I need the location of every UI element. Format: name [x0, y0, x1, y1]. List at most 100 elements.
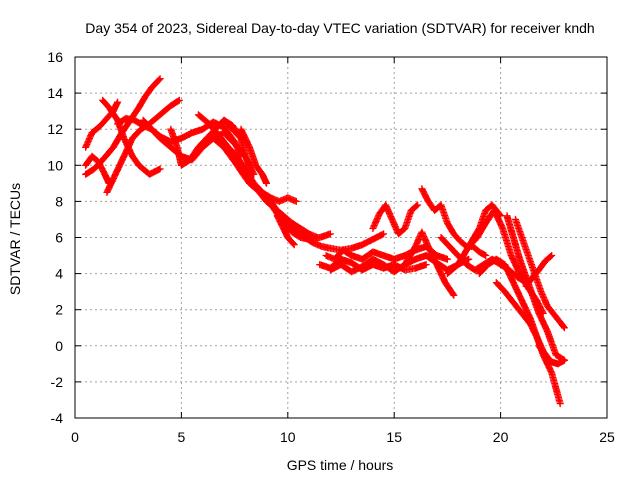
data-point	[117, 101, 119, 103]
data-point	[104, 173, 106, 175]
data-point	[493, 209, 495, 211]
data-point	[425, 255, 427, 256]
y-tick-label: 14	[47, 85, 63, 101]
data-point	[102, 99, 104, 101]
data-point	[132, 137, 133, 139]
data-point	[144, 96, 146, 98]
data-point	[521, 237, 523, 238]
data-point	[468, 258, 470, 260]
data-point	[180, 137, 182, 139]
data-point	[404, 255, 406, 256]
y-tick-label: 6	[55, 230, 63, 246]
data-point	[123, 137, 125, 139]
series-track-20	[401, 228, 458, 299]
data-point	[538, 269, 540, 271]
data-point	[495, 258, 497, 260]
data-point	[532, 276, 533, 278]
data-point	[85, 173, 87, 175]
data-point	[223, 126, 225, 128]
data-point	[551, 361, 553, 363]
data-point	[191, 132, 193, 134]
y-tick-label: 8	[55, 193, 63, 209]
data-point	[546, 305, 548, 307]
data-point	[404, 264, 406, 266]
data-point	[512, 237, 514, 238]
data-point	[517, 276, 519, 278]
data-point	[453, 233, 455, 235]
data-point	[291, 231, 293, 233]
data-point	[178, 99, 180, 101]
data-point	[293, 244, 295, 246]
data-point	[427, 200, 429, 202]
data-point	[149, 173, 150, 175]
data-point	[527, 255, 529, 256]
data-point	[504, 264, 506, 266]
series-track-19	[369, 201, 422, 238]
data-point	[383, 255, 385, 256]
data-point	[393, 271, 395, 273]
data-point	[249, 146, 250, 148]
data-point	[504, 291, 506, 293]
data-point	[512, 282, 514, 284]
data-point	[495, 282, 497, 284]
data-point	[519, 258, 521, 260]
x-axis-label: GPS time / hours	[287, 457, 394, 473]
x-tick-label: 25	[599, 429, 615, 445]
data-point	[202, 128, 204, 130]
data-point	[449, 246, 450, 247]
data-point	[134, 119, 136, 121]
data-point	[529, 323, 531, 325]
data-point	[440, 204, 442, 206]
axis-ticks: 0 5 10 15 20 25 -4 -2 0 2 4 6 8 10 12 14 16	[47, 49, 615, 445]
data-point	[544, 260, 546, 262]
data-point	[472, 246, 474, 247]
y-tick-label: 2	[55, 302, 63, 318]
data-point	[500, 215, 502, 217]
data-point	[383, 264, 385, 266]
data-point	[372, 258, 374, 260]
data-point	[525, 285, 527, 287]
data-point	[361, 244, 363, 246]
data-point	[351, 262, 353, 264]
data-point	[453, 294, 455, 296]
data-point	[485, 222, 487, 224]
data-point	[244, 173, 246, 175]
data-point	[93, 168, 95, 170]
data-point	[385, 204, 387, 206]
data-point	[340, 258, 342, 260]
data-point	[261, 173, 263, 175]
data-point	[85, 164, 87, 166]
data-point	[276, 215, 278, 217]
data-point	[563, 359, 565, 361]
y-tick-label: 0	[55, 338, 63, 354]
data-point	[300, 237, 302, 238]
y-tick-label: 12	[47, 121, 63, 137]
data-point	[515, 218, 516, 220]
data-point	[287, 237, 289, 238]
data-point	[372, 264, 374, 266]
data-point	[278, 200, 280, 202]
data-point	[114, 173, 116, 175]
data-point	[491, 204, 493, 206]
data-point	[485, 255, 487, 256]
data-point	[266, 182, 267, 184]
data-point	[546, 330, 548, 332]
data-point	[240, 137, 242, 139]
data-point	[440, 237, 442, 238]
data-point	[151, 128, 153, 130]
data-point	[410, 209, 412, 211]
data-point	[378, 213, 380, 215]
data-point	[176, 146, 178, 148]
x-tick-label: 0	[71, 429, 79, 445]
data-point	[340, 264, 342, 266]
data-point	[117, 123, 119, 125]
data-point	[425, 264, 427, 266]
data-point	[308, 233, 310, 235]
chart-title: Day 354 of 2023, Sidereal Day-to-day VTE…	[85, 20, 594, 36]
data-point	[532, 294, 533, 296]
data-point	[329, 269, 331, 271]
data-point	[459, 240, 461, 242]
data-point	[444, 282, 446, 284]
data-point	[329, 233, 331, 235]
y-axis-label: SDTVAR / TECUs	[7, 183, 23, 295]
